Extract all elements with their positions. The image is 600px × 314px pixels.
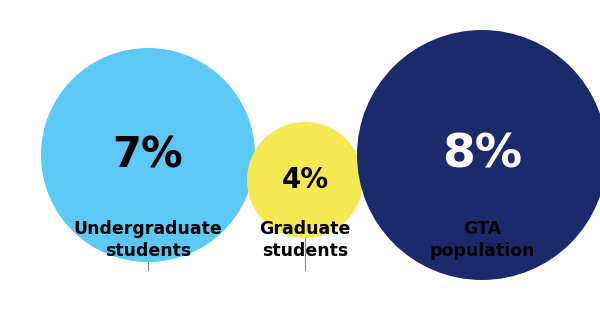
Text: 8%: 8% [442, 133, 522, 177]
Text: Graduate
students: Graduate students [259, 220, 350, 260]
Circle shape [357, 30, 600, 280]
Circle shape [41, 48, 255, 262]
Circle shape [247, 122, 363, 238]
Text: 4%: 4% [281, 166, 329, 194]
Text: GTA
population: GTA population [429, 220, 535, 260]
Text: 7%: 7% [113, 134, 184, 176]
Text: Undergraduate
students: Undergraduate students [74, 220, 223, 260]
